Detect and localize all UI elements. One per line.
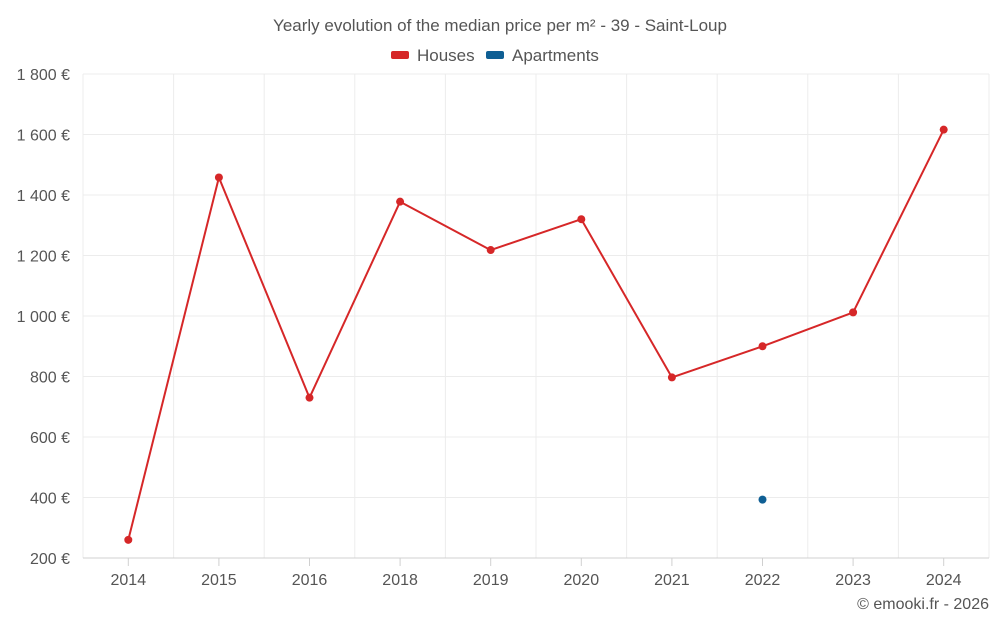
series-houses: Houses 2014: 260 € Houses 2015: 1458 € Hou… (124, 125, 948, 544)
y-tick-label: 800 € (30, 370, 70, 387)
legend-label-apartments: Apartments (512, 46, 599, 65)
grid (82, 73, 990, 558)
y-tick-label: 1 600 € (17, 128, 70, 145)
x-tick-label: 2020 (564, 572, 600, 589)
chart-title: Yearly evolution of the median price per… (273, 16, 727, 35)
x-tick-label: 2024 (926, 572, 962, 589)
legend-label-houses: Houses (417, 46, 475, 65)
y-tick-label: 1 800 € (17, 67, 70, 84)
x-tick-label: 2021 (654, 572, 690, 589)
legend-item-apartments[interactable]: Apartments (486, 46, 599, 65)
y-axis: 200 € 400 € 600 € 800 € 1 000 € 1 200 € 1 400 … (17, 67, 70, 568)
x-tick-label: 2015 (201, 572, 237, 589)
x-tick-label: 2016 (292, 572, 328, 589)
legend-swatch-houses (391, 51, 409, 59)
legend-swatch-apartments (486, 51, 504, 59)
series-line-houses (127, 129, 945, 541)
y-tick-label: 200 € (30, 551, 70, 568)
data-point-houses[interactable]: Houses 2016: 730 € (305, 393, 314, 402)
data-point-houses[interactable]: Houses 2024: 1616 € (939, 125, 948, 134)
x-tick-label: 2014 (111, 572, 147, 589)
series: Houses 2014: 260 € Houses 2015: 1458 € Hou… (124, 125, 948, 544)
x-tick-label: 2022 (745, 572, 781, 589)
x-tick-label: 2018 (382, 572, 418, 589)
y-tick-label: 1 000 € (17, 309, 70, 326)
data-point-houses[interactable]: Houses 2014: 260 € (124, 535, 133, 544)
x-tick-label: 2019 (473, 572, 509, 589)
data-point-houses[interactable]: Houses 2018: 1378 € (396, 197, 405, 206)
x-tick-label: 2023 (835, 572, 871, 589)
legend: Houses Apartments (391, 46, 599, 65)
data-point-houses[interactable]: Houses 2015: 1458 € (214, 173, 223, 182)
x-axis: 2014 2015 2016 2018 2019 2020 2021 2022 2023 2024 (83, 557, 989, 589)
data-point-houses[interactable]: Houses 2021: 797 € (667, 373, 676, 382)
credit-text: © emooki.fr - 2026 (857, 596, 989, 613)
y-tick-label: 1 400 € (17, 188, 70, 205)
data-point-houses[interactable]: Houses 2023: 1012 € (849, 308, 858, 317)
data-point-apartments[interactable]: Apartments 2022: 393 € (758, 495, 767, 504)
y-tick-label: 1 200 € (17, 249, 70, 266)
series-apartments: Apartments 2022: 393 € (758, 495, 767, 504)
legend-item-houses[interactable]: Houses (391, 46, 475, 65)
data-point-houses[interactable]: Houses 2019: 1218 € (486, 246, 495, 255)
data-point-houses[interactable]: Houses 2022: 900 € (758, 342, 767, 351)
data-point-houses[interactable]: Houses 2020: 1320 € (577, 215, 586, 224)
y-tick-label: 600 € (30, 430, 70, 447)
y-tick-label: 400 € (30, 491, 70, 508)
